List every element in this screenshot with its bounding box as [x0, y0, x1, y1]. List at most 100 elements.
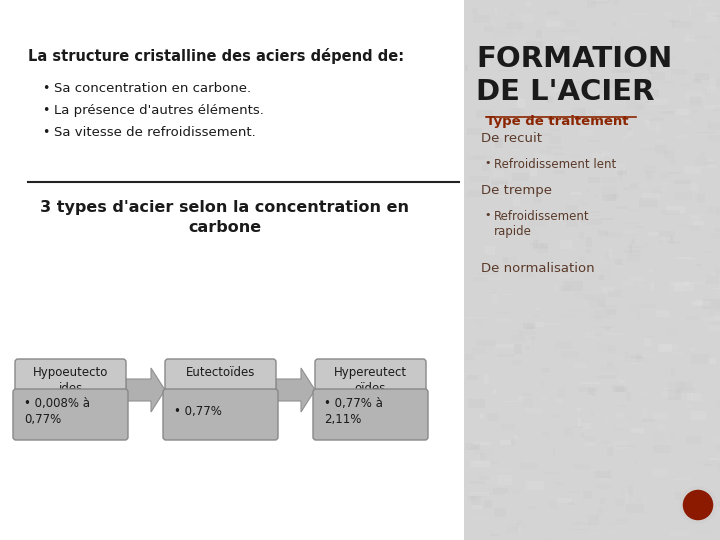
Bar [716, 211, 720, 213]
Bar [566, 220, 577, 227]
Bar [704, 464, 712, 465]
Bar [493, 170, 505, 177]
Bar [534, 191, 543, 192]
Text: 3 types d'acier selon la concentration en: 3 types d'acier selon la concentration e… [40, 200, 410, 215]
Bar [657, 344, 672, 352]
Bar [607, 194, 618, 201]
Bar [562, 266, 570, 273]
Bar [546, 55, 555, 56]
Bar [612, 68, 631, 72]
Bar [519, 524, 521, 533]
Bar [693, 281, 708, 284]
Bar [659, 101, 669, 109]
Bar [467, 375, 477, 380]
Bar [598, 343, 611, 351]
Bar [545, 18, 562, 25]
Bar [487, 413, 500, 421]
Bar [474, 15, 490, 23]
Text: Refroidissement lent: Refroidissement lent [494, 158, 616, 171]
Bar [512, 360, 521, 365]
Bar [599, 85, 606, 94]
Bar [651, 283, 654, 289]
Bar [482, 20, 496, 24]
Bar [544, 472, 559, 475]
Bar [689, 226, 701, 231]
Bar [523, 399, 533, 407]
Bar [518, 332, 537, 335]
Bar [642, 355, 657, 356]
Bar [655, 145, 667, 154]
Bar [577, 408, 581, 410]
Bar [656, 124, 660, 132]
Bar [691, 215, 700, 220]
Bar [631, 277, 644, 281]
Bar [623, 187, 627, 189]
Text: • 0,77%: • 0,77% [174, 405, 222, 418]
Bar [601, 80, 618, 89]
Bar [526, 346, 530, 349]
Text: Sa concentration en carbone.: Sa concentration en carbone. [54, 82, 251, 95]
Bar [511, 173, 529, 181]
Bar [556, 399, 563, 403]
Bar [635, 32, 647, 38]
Bar [588, 388, 595, 395]
Bar [664, 150, 674, 159]
Bar [589, 72, 593, 80]
Bar [673, 70, 675, 75]
Bar [629, 244, 631, 254]
Bar [668, 284, 685, 292]
Bar [646, 62, 660, 70]
Bar [707, 119, 711, 127]
Bar [670, 281, 689, 286]
Bar [592, 113, 605, 116]
Bar [474, 450, 495, 460]
Bar [715, 444, 720, 451]
Bar [565, 205, 578, 213]
Text: Type de traitement: Type de traitement [486, 115, 629, 128]
Bar [485, 247, 494, 256]
Bar [481, 88, 490, 96]
Bar [642, 392, 648, 395]
Bar [629, 13, 647, 14]
Bar [600, 476, 611, 482]
Bar [563, 111, 575, 112]
Bar [612, 64, 621, 66]
Bar [484, 374, 489, 383]
Bar [588, 215, 601, 217]
Bar [495, 52, 508, 59]
Bar [593, 153, 604, 159]
Bar [654, 140, 665, 141]
Bar [598, 257, 603, 264]
Bar [641, 105, 646, 107]
Bar [464, 65, 468, 71]
Bar [690, 411, 706, 420]
Bar [615, 206, 629, 209]
Bar [503, 134, 513, 142]
Bar [484, 475, 501, 484]
Bar [498, 70, 517, 71]
Bar [592, 394, 596, 396]
Bar [642, 418, 654, 422]
Bar [619, 405, 627, 407]
Bar [476, 455, 482, 464]
Bar [616, 40, 621, 48]
Bar [662, 390, 675, 397]
Bar [717, 512, 720, 518]
Bar [518, 272, 534, 278]
Bar [523, 323, 536, 329]
Bar [686, 405, 691, 408]
Text: La présence d'autres éléments.: La présence d'autres éléments. [54, 104, 264, 117]
Bar [619, 167, 623, 177]
Bar [672, 21, 692, 29]
Bar [503, 257, 517, 266]
Bar [540, 73, 555, 79]
Bar [667, 382, 685, 391]
Text: Sa vitesse de refroidissement.: Sa vitesse de refroidissement. [54, 126, 256, 139]
Bar [625, 351, 629, 359]
Bar [559, 274, 572, 278]
Bar [718, 463, 720, 471]
Bar [695, 73, 709, 80]
Text: Hypoeutecto
ides: Hypoeutecto ides [33, 366, 108, 395]
Bar [653, 413, 667, 420]
Bar [709, 322, 720, 325]
